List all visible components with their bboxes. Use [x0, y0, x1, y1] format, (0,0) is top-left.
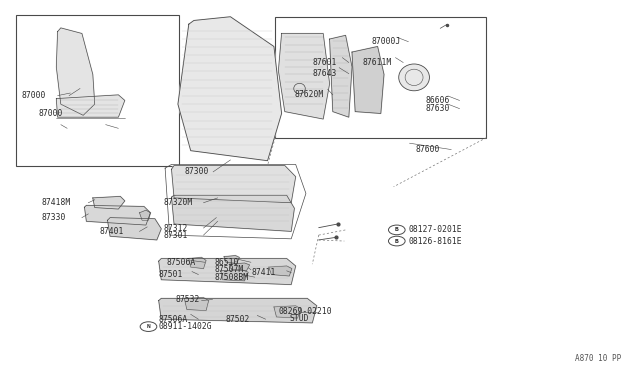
Text: 87501: 87501 — [159, 270, 183, 279]
Polygon shape — [159, 259, 296, 285]
Polygon shape — [56, 95, 125, 117]
Polygon shape — [352, 46, 384, 113]
Text: 86606: 86606 — [426, 96, 450, 105]
Text: 87330: 87330 — [42, 213, 66, 222]
Text: 87600: 87600 — [416, 145, 440, 154]
Text: 87502: 87502 — [225, 315, 250, 324]
Bar — [275, 17, 486, 138]
Text: 87320M: 87320M — [163, 198, 193, 207]
Text: STUD: STUD — [290, 314, 309, 323]
Text: 87508BM: 87508BM — [214, 273, 248, 282]
Text: B: B — [395, 238, 399, 244]
Text: 86510: 86510 — [214, 258, 239, 267]
Text: 87611M: 87611M — [363, 58, 392, 67]
Polygon shape — [278, 33, 330, 119]
Polygon shape — [172, 166, 296, 203]
Text: 87418M: 87418M — [42, 198, 71, 207]
Polygon shape — [84, 205, 150, 225]
Polygon shape — [189, 257, 206, 269]
Polygon shape — [330, 35, 352, 117]
Polygon shape — [274, 306, 301, 318]
Text: B: B — [395, 227, 399, 232]
Text: 87300: 87300 — [184, 167, 209, 176]
Text: 08127-0201E: 08127-0201E — [408, 225, 462, 234]
Polygon shape — [229, 263, 250, 271]
Text: 87000: 87000 — [38, 109, 63, 118]
Polygon shape — [172, 195, 294, 231]
Ellipse shape — [399, 64, 429, 91]
Text: 87630: 87630 — [426, 104, 450, 113]
Text: 87601: 87601 — [312, 58, 337, 67]
Polygon shape — [184, 298, 209, 311]
Text: 87411: 87411 — [252, 268, 276, 277]
Text: 87000: 87000 — [22, 91, 46, 100]
Text: 87507M: 87507M — [214, 265, 244, 274]
Polygon shape — [221, 270, 248, 281]
Text: 87000J: 87000J — [371, 37, 401, 46]
Text: 87506A: 87506A — [158, 315, 188, 324]
Text: N: N — [147, 324, 150, 329]
Text: 87301: 87301 — [163, 231, 188, 240]
Polygon shape — [93, 196, 125, 209]
Polygon shape — [108, 218, 161, 240]
Polygon shape — [178, 17, 282, 161]
Text: A870 10 PP: A870 10 PP — [575, 354, 621, 363]
Bar — [16, 15, 179, 166]
Text: 87532: 87532 — [176, 295, 200, 304]
Polygon shape — [140, 210, 150, 220]
Polygon shape — [224, 256, 239, 263]
Text: 08126-8161E: 08126-8161E — [408, 237, 462, 246]
Polygon shape — [269, 266, 292, 276]
Text: 87643: 87643 — [312, 69, 337, 78]
Polygon shape — [159, 298, 317, 323]
Text: 08269-02210: 08269-02210 — [278, 307, 332, 316]
Text: 87312: 87312 — [163, 224, 188, 232]
Text: 87506A: 87506A — [166, 258, 196, 267]
Text: 08911-1402G: 08911-1402G — [159, 322, 212, 331]
Polygon shape — [56, 28, 95, 115]
Text: 87620M: 87620M — [294, 90, 324, 99]
Text: 87401: 87401 — [99, 227, 124, 236]
